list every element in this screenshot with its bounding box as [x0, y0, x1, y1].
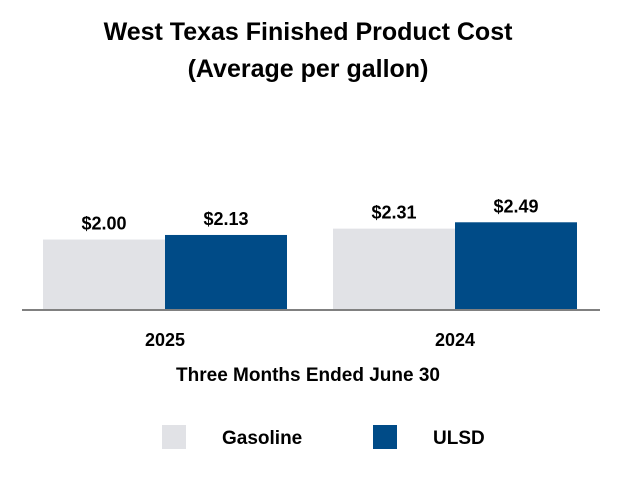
bar-ulsd-2025: [165, 234, 287, 310]
legend-label-gasoline: Gasoline: [222, 428, 302, 449]
value-label-gasoline-2024: $2.31: [371, 203, 416, 223]
x-axis-label: Three Months Ended June 30: [176, 365, 440, 386]
value-label-ulsd-2024: $2.49: [493, 196, 538, 216]
chart-title: West Texas Finished Product Cost: [104, 18, 514, 46]
legend: Gasoline ULSD: [162, 425, 485, 449]
legend-swatch-gasoline: [162, 425, 186, 449]
bars-layer: $2.00 $2.13 $2.31 $2.49: [43, 196, 577, 310]
legend-swatch-ulsd: [373, 425, 397, 449]
bar-ulsd-2024: [455, 222, 577, 310]
legend-label-ulsd: ULSD: [433, 428, 485, 449]
bar-gasoline-2025: [43, 239, 165, 310]
bar-gasoline-2024: [333, 228, 455, 310]
x-tick-labels: 2025 2024: [145, 330, 475, 350]
x-tick-label-2025: 2025: [145, 330, 185, 350]
value-label-gasoline-2025: $2.00: [81, 214, 126, 234]
x-tick-label-2024: 2024: [435, 330, 475, 350]
chart-subtitle: (Average per gallon): [188, 55, 429, 83]
value-label-ulsd-2025: $2.13: [203, 209, 248, 229]
